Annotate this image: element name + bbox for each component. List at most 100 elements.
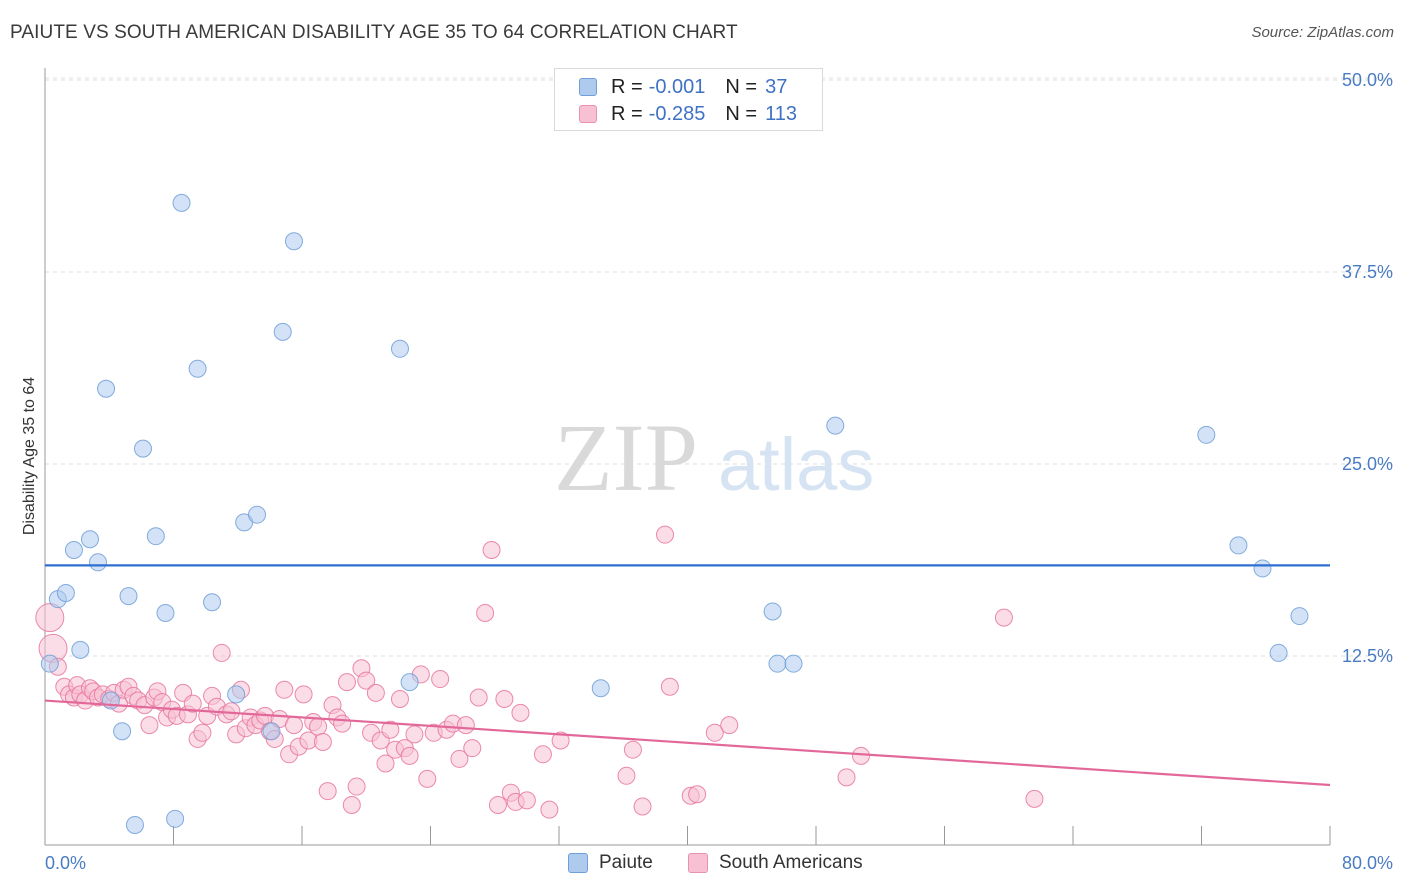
south-americans-point	[333, 714, 352, 733]
legend-r-value: -0.001	[648, 75, 706, 98]
y-tick-label: 50.0%	[1342, 70, 1393, 90]
south-americans-point	[463, 739, 482, 758]
south-americans-point	[456, 716, 475, 735]
south-americans-point	[469, 688, 488, 707]
south-americans-point	[720, 716, 739, 735]
paiute-point	[97, 379, 116, 398]
paiute-point	[1197, 425, 1216, 444]
data-points	[35, 193, 1309, 834]
x-tick-label-min: 0.0%	[45, 853, 86, 873]
south-americans-point	[705, 723, 724, 742]
paiute-point	[826, 416, 845, 435]
paiute-point	[262, 722, 281, 741]
south-americans-point	[495, 690, 514, 709]
grid-lines	[45, 77, 1392, 657]
legend-item-south-americans[interactable]: South Americans	[688, 852, 863, 874]
axes	[44, 68, 1331, 846]
south-americans-point	[183, 694, 202, 713]
paiute-point	[203, 593, 222, 612]
south-americans-point	[405, 725, 424, 744]
paiute-point	[248, 505, 267, 524]
paiute-swatch	[579, 78, 597, 96]
south-americans-point	[837, 768, 856, 787]
south-americans-point	[488, 795, 507, 814]
paiute-point	[40, 654, 59, 673]
paiute-point	[56, 584, 75, 603]
tick-labels: 12.5% 25.0% 37.5% 50.0% 0.0% 80.0%	[45, 70, 1393, 873]
paiute-point	[188, 359, 207, 378]
south-americans-point	[193, 723, 212, 742]
legend-label-paiute: Paiute	[599, 852, 653, 873]
south-americans-point	[313, 733, 332, 752]
paiute-point	[133, 439, 152, 458]
south-americans-point	[400, 746, 419, 765]
paiute-point	[763, 602, 782, 621]
south-americans-point	[342, 795, 361, 814]
south-americans-trend-line	[44, 699, 1331, 787]
south-americans-point	[994, 608, 1013, 627]
south-americans-point	[309, 717, 328, 736]
paiute-point	[146, 527, 165, 546]
watermark-atlas: atlas	[718, 423, 874, 506]
south-americans-point	[688, 785, 707, 804]
south-americans-point	[35, 603, 65, 633]
south-americans-point	[212, 643, 231, 662]
watermark: ZIP atlas	[554, 404, 874, 511]
paiute-point	[125, 815, 144, 834]
south-americans-point	[140, 716, 159, 735]
legend-n-label: N =	[725, 75, 758, 98]
paiute-point	[273, 322, 292, 341]
legend-r-label: R =	[611, 75, 643, 98]
south-americans-point	[656, 525, 675, 544]
south-americans-swatch	[579, 105, 597, 123]
south-americans-point	[511, 703, 530, 722]
south-americans-point	[851, 746, 870, 765]
paiute-legend-swatch	[568, 853, 588, 873]
south-americans-point	[482, 541, 501, 560]
watermark-zip: ZIP	[554, 404, 698, 511]
paiute-point	[284, 232, 303, 251]
paiute-point	[156, 603, 175, 622]
y-tick-label: 25.0%	[1342, 454, 1393, 474]
legend-row-south-americans: R = -0.285 N = 113	[579, 101, 797, 127]
legend-r-value: -0.285	[648, 102, 706, 125]
paiute-point	[400, 673, 419, 692]
paiute-point	[172, 193, 191, 212]
south-americans-point	[337, 673, 356, 692]
paiute-point	[101, 691, 120, 710]
paiute-point	[89, 553, 108, 572]
legend-row-paiute: R = -0.001 N = 37	[579, 74, 787, 100]
south-americans-point	[633, 797, 652, 816]
south-americans-point	[551, 731, 570, 750]
south-americans-point	[617, 766, 636, 785]
paiute-point	[71, 640, 90, 659]
south-americans-point	[376, 754, 395, 773]
south-americans-point	[431, 670, 450, 689]
south-americans-point	[450, 749, 469, 768]
paiute-point	[80, 530, 99, 549]
south-americans-point	[347, 777, 366, 796]
paiute-point	[227, 685, 246, 704]
south-americans-point	[540, 800, 559, 819]
south-americans-point	[418, 769, 437, 788]
paiute-point	[1290, 607, 1309, 626]
south-americans-point	[1025, 789, 1044, 808]
x-tick-label-max: 80.0%	[1342, 853, 1393, 873]
south-americans-point	[390, 690, 409, 709]
y-tick-label: 12.5%	[1342, 646, 1393, 666]
south-americans-point	[275, 680, 294, 699]
south-americans-point	[381, 720, 400, 739]
south-americans-point	[533, 745, 552, 764]
paiute-point	[1229, 536, 1248, 555]
south-americans-point	[284, 716, 303, 735]
legend-item-paiute[interactable]: Paiute	[568, 852, 653, 874]
south-americans-legend-swatch	[688, 853, 708, 873]
y-tick-label: 37.5%	[1342, 262, 1393, 282]
south-americans-point	[623, 740, 642, 759]
paiute-point	[1269, 643, 1288, 662]
trend-lines	[44, 564, 1331, 787]
paiute-point	[166, 809, 185, 828]
legend-label-south-americans: South Americans	[719, 852, 863, 873]
legend-n-label: N =	[725, 102, 758, 125]
